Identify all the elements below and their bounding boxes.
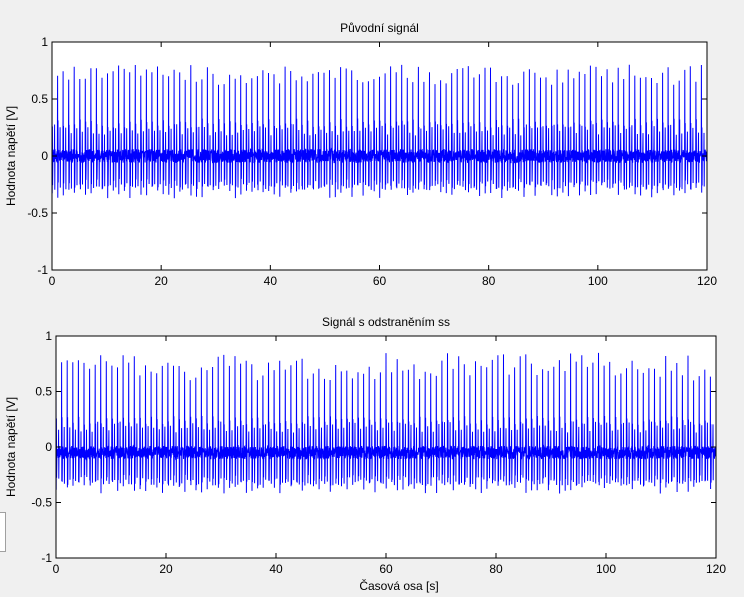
y-tick-label: -1 xyxy=(41,551,52,565)
axes-original-signal: 0 20 40 60 80 100 120 -1 -0.5 0 0.5 1 Původní signál… xyxy=(4,21,717,288)
x-tick-label: 100 xyxy=(596,562,616,576)
x-tick-label: 80 xyxy=(482,274,496,288)
x-tick-label: 120 xyxy=(706,562,726,576)
y-tick-label: 1 xyxy=(41,35,48,49)
x-tick-label: 60 xyxy=(373,274,387,288)
x-tick-label: 40 xyxy=(269,562,283,576)
axes-title: Původní signál xyxy=(340,21,419,35)
signal-line xyxy=(55,352,717,494)
y-tick-label: -0.5 xyxy=(27,206,48,220)
axes-title: Signál s odstraněním ss xyxy=(322,315,450,329)
x-tick-label: 20 xyxy=(154,274,168,288)
x-axis-label: Časová osa [s] xyxy=(359,578,438,593)
y-tick-label: 1 xyxy=(45,329,52,343)
y-tick-label: 0.5 xyxy=(31,92,48,106)
x-tick-label: 80 xyxy=(489,562,503,576)
x-tick-label: 120 xyxy=(697,274,717,288)
axes-dc-removed-signal: 0 20 40 60 80 100 120 -1 -0.5 0 0.5 1 Signál s odstr… xyxy=(4,315,726,593)
signal-line xyxy=(51,64,708,199)
side-panel-edge[interactable] xyxy=(0,512,6,552)
x-tick-label: 0 xyxy=(49,274,56,288)
y-tick-label: -0.5 xyxy=(31,496,52,510)
y-tick-label: 0 xyxy=(45,440,52,454)
y-axis-label: Hodnota napětí [V] xyxy=(4,106,18,206)
x-tick-label: 20 xyxy=(159,562,173,576)
x-tick-label: 0 xyxy=(53,562,60,576)
x-tick-label: 60 xyxy=(379,562,393,576)
y-tick-label: -1 xyxy=(37,263,48,277)
x-tick-label: 40 xyxy=(264,274,278,288)
y-tick-label: 0.5 xyxy=(35,385,52,399)
y-axis-label: Hodnota napětí [V] xyxy=(4,397,18,497)
x-tick-label: 100 xyxy=(588,274,608,288)
y-tick-label: 0 xyxy=(41,149,48,163)
